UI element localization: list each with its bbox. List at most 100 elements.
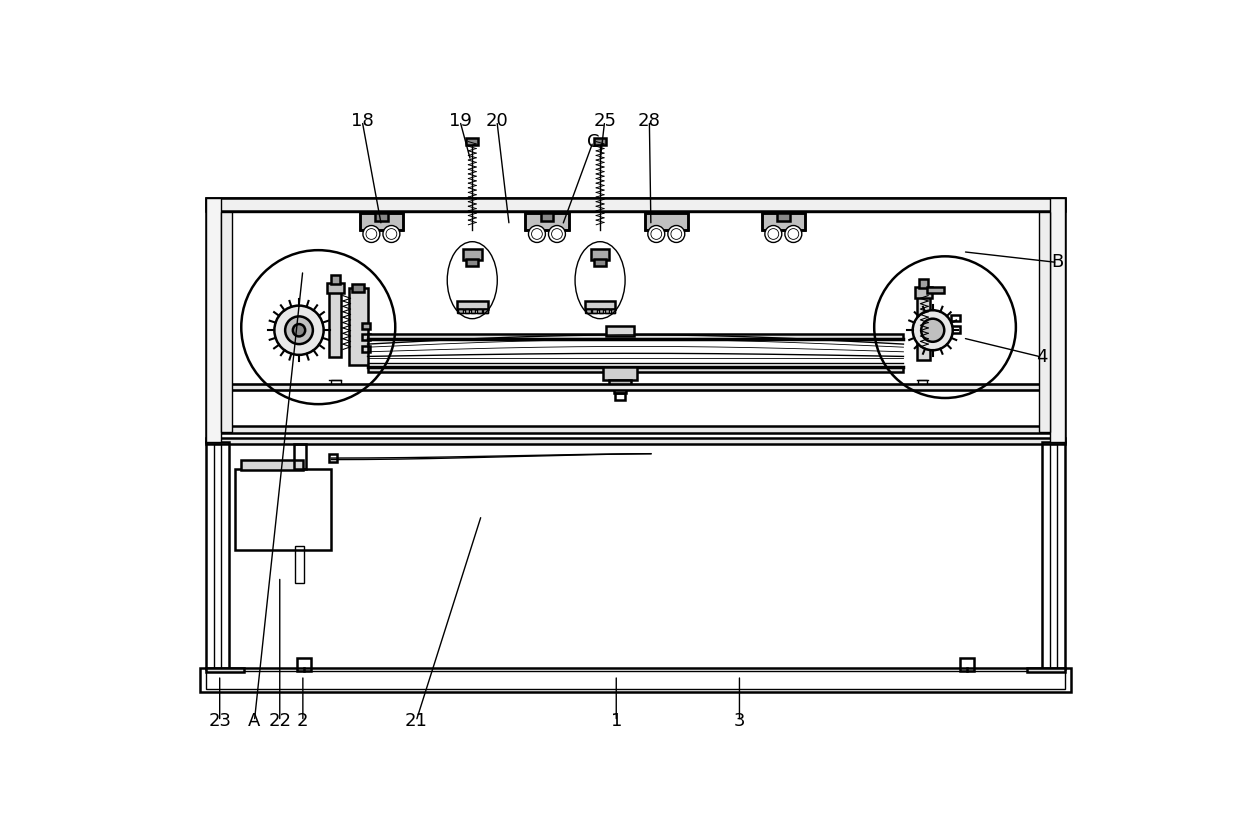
Bar <box>201 667 1070 692</box>
Bar <box>593 308 596 313</box>
Circle shape <box>668 226 684 242</box>
Text: C: C <box>587 132 599 151</box>
Circle shape <box>913 310 952 351</box>
Bar <box>471 308 475 313</box>
Text: 1: 1 <box>610 712 622 730</box>
Bar <box>611 308 615 313</box>
Bar <box>367 334 904 339</box>
Bar <box>951 327 961 332</box>
Bar <box>526 213 568 230</box>
Bar <box>463 250 481 261</box>
Bar <box>1027 667 1065 672</box>
Bar <box>615 394 625 399</box>
Bar <box>294 444 306 469</box>
Bar <box>585 308 615 313</box>
Bar <box>459 308 463 313</box>
Bar <box>915 287 932 298</box>
Bar <box>362 346 370 351</box>
Bar <box>206 438 1065 444</box>
Bar <box>360 213 403 230</box>
Bar <box>918 380 928 386</box>
Bar <box>919 279 928 288</box>
Bar <box>603 367 637 380</box>
Bar <box>477 308 481 313</box>
Bar <box>916 290 930 360</box>
Bar <box>645 213 688 230</box>
Bar <box>594 138 606 146</box>
Text: 21: 21 <box>404 712 428 730</box>
Bar <box>466 259 479 266</box>
Bar <box>614 387 626 394</box>
Bar <box>1050 198 1065 442</box>
Bar <box>331 380 341 386</box>
Bar <box>1050 444 1058 669</box>
Bar <box>605 308 609 313</box>
Bar <box>329 292 341 357</box>
Bar <box>526 213 568 230</box>
Bar <box>376 213 388 221</box>
Bar <box>466 138 479 146</box>
Circle shape <box>383 226 399 242</box>
Text: 23: 23 <box>208 712 231 730</box>
Bar <box>585 301 615 308</box>
Circle shape <box>647 226 665 242</box>
Text: 22: 22 <box>268 712 291 730</box>
Bar <box>456 308 487 313</box>
Bar <box>206 442 229 669</box>
Circle shape <box>293 324 305 337</box>
Text: 3: 3 <box>734 712 745 730</box>
Text: 19: 19 <box>449 112 471 130</box>
Bar <box>326 283 343 294</box>
Bar <box>206 671 1065 689</box>
Bar <box>329 454 337 462</box>
Text: B: B <box>1052 254 1064 271</box>
Bar <box>360 213 403 230</box>
Bar <box>951 315 961 321</box>
Bar <box>350 288 367 365</box>
Bar <box>606 327 634 336</box>
Bar <box>926 287 944 294</box>
Bar <box>777 213 790 221</box>
Bar <box>362 323 370 328</box>
Bar <box>221 384 1050 390</box>
Bar <box>206 667 244 672</box>
Circle shape <box>528 226 546 242</box>
Bar <box>221 427 1050 433</box>
Circle shape <box>765 226 781 242</box>
Bar <box>242 460 303 471</box>
Bar <box>609 380 631 387</box>
Text: 4: 4 <box>1037 348 1048 366</box>
Text: 18: 18 <box>351 112 373 130</box>
Bar <box>465 308 469 313</box>
Bar <box>296 658 310 671</box>
Bar <box>761 213 805 230</box>
Text: 2: 2 <box>298 712 309 730</box>
Bar <box>645 213 688 230</box>
Bar <box>206 198 1065 442</box>
Bar <box>206 198 221 442</box>
Bar <box>456 301 487 308</box>
Circle shape <box>363 226 379 242</box>
Bar <box>352 284 365 292</box>
Bar <box>761 213 805 230</box>
Bar <box>961 658 975 671</box>
Text: 28: 28 <box>637 112 661 130</box>
Bar <box>367 367 904 372</box>
Bar <box>331 275 340 284</box>
Bar <box>362 334 370 340</box>
Bar <box>599 308 603 313</box>
Bar <box>206 198 1065 211</box>
Circle shape <box>274 306 324 355</box>
Text: A: A <box>248 712 260 730</box>
Bar <box>221 212 232 432</box>
Circle shape <box>548 226 565 242</box>
Bar <box>213 444 221 669</box>
Circle shape <box>921 318 945 342</box>
Bar <box>295 546 304 583</box>
Bar <box>236 469 331 550</box>
Bar <box>1042 442 1065 669</box>
Bar <box>590 250 609 261</box>
Bar <box>587 308 590 313</box>
Bar <box>541 213 553 221</box>
Circle shape <box>285 317 312 344</box>
